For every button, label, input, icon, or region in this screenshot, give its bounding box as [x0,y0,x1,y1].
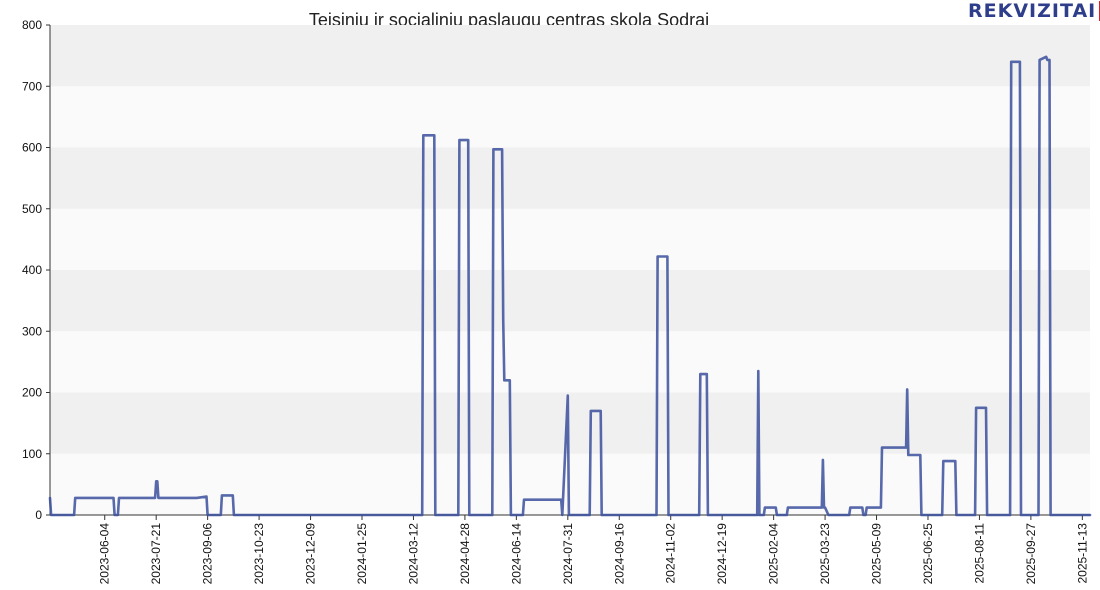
x-tick-label: 2023-06-04 [98,523,112,585]
x-tick-label: 2024-06-14 [509,523,523,585]
x-tick-label: 2023-10-23 [252,523,266,585]
x-tick-label: 2025-11-13 [1075,523,1089,584]
x-tick-label: 2023-12-09 [304,523,318,585]
y-tick-label: 400 [22,263,42,277]
x-tick-label: 2025-06-25 [921,523,935,585]
grid-band [50,208,1090,270]
x-tick-label: 2024-03-12 [406,523,420,585]
x-axis: 2023-06-04 2023-07-21 2023-09-06 2023-10-23… [50,514,1090,585]
grid-band [50,147,1090,209]
series-group [48,55,1092,517]
y-tick-label: 100 [22,447,42,461]
y-tick-label: 700 [22,79,42,93]
logo-text: REKVIZITAI [968,0,1097,22]
x-tick-label: 2024-12-19 [715,523,729,585]
x-tick-label: 2024-11-02 [664,523,678,584]
x-tick-label: 2024-01-25 [355,523,369,585]
grid-band [50,331,1090,393]
grid-band [50,25,1090,87]
y-tick-label: 200 [22,386,42,400]
grid-band [50,392,1090,454]
x-tick-label: 2023-09-06 [201,523,215,585]
x-tick-label: 2025-09-27 [1024,523,1038,585]
x-tick-label: 2024-04-28 [458,523,472,585]
grid-band [50,270,1090,332]
grid-bands [50,25,1090,515]
y-tick-label: 600 [22,141,42,155]
x-tick-label: 2025-08-11 [972,523,986,584]
grid-band [50,86,1090,148]
series-line [48,55,1092,517]
y-tick-label: 800 [22,18,42,32]
y-tick-label: 0 [35,508,42,522]
y-tick-label: 500 [22,202,42,216]
y-tick-label: 300 [22,324,42,338]
x-tick-label: 2025-02-04 [767,523,781,585]
x-tick-label: 2023-07-21 [149,523,163,585]
y-axis: 0 100 200 300 400 500 600 700 800 [22,18,51,522]
x-tick-label: 2024-07-31 [561,523,575,585]
x-tick-label: 2024-09-16 [612,523,626,585]
x-tick-label: 2025-03-23 [818,523,832,585]
x-tick-label: 2025-05-09 [870,523,884,585]
